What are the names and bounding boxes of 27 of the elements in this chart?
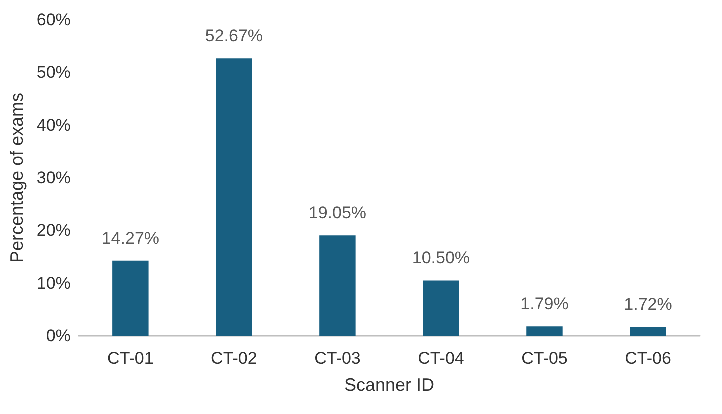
data-label: 19.05% <box>308 204 367 223</box>
bar <box>423 280 460 336</box>
x-tick-label: CT-03 <box>314 349 361 368</box>
y-tick-label: 10% <box>36 274 71 293</box>
y-tick-label: 40% <box>36 116 71 135</box>
bar <box>112 260 149 336</box>
bar <box>216 58 252 336</box>
bar <box>320 236 356 336</box>
x-tick-label: CT-05 <box>522 349 568 368</box>
bar <box>630 326 666 336</box>
y-tick-label: 20% <box>36 221 71 240</box>
y-tick-label: 50% <box>36 63 71 82</box>
data-label: 52.67% <box>205 26 264 46</box>
x-tick-label: CT-01 <box>108 349 154 368</box>
x-tick-label: CT-04 <box>418 349 464 368</box>
data-label: 14.27% <box>102 228 160 248</box>
y-tick-label: 0% <box>46 326 71 346</box>
x-tick-label: CT-02 <box>211 349 258 368</box>
x-tick-label: CT-06 <box>625 349 672 368</box>
bar <box>526 326 563 336</box>
data-label: 1.79% <box>520 294 569 314</box>
data-label: 1.72% <box>624 294 672 314</box>
x-axis-title: Scanner ID <box>344 375 434 395</box>
data-label: 10.50% <box>412 248 470 268</box>
y-tick-label: 60% <box>36 10 71 30</box>
y-axis-title: Percentage of exams <box>7 92 27 264</box>
y-tick-label: 30% <box>36 168 71 188</box>
